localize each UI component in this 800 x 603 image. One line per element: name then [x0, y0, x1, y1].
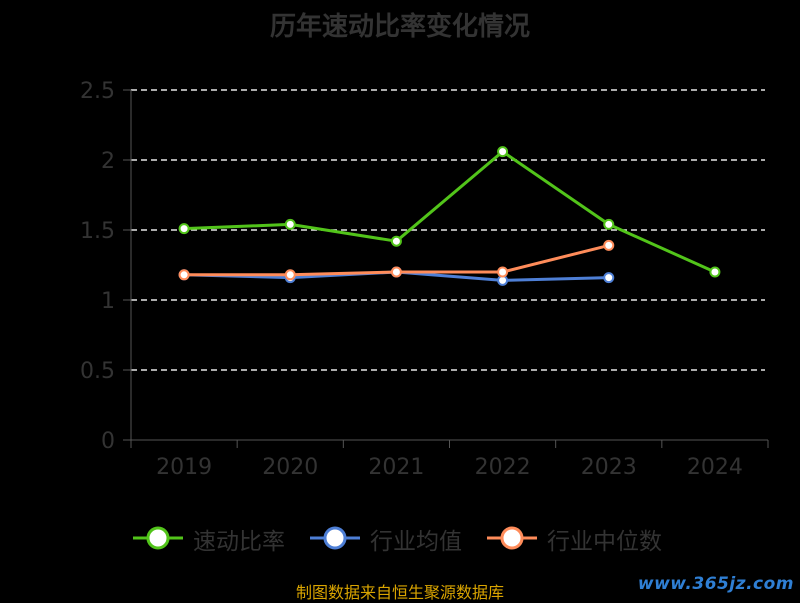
x-tick-label: 2019	[156, 455, 212, 480]
watermark: www.365jz.com	[637, 574, 794, 594]
legend-label-series-2: 行业均值	[370, 529, 462, 555]
x-tick-label: 2023	[581, 455, 637, 480]
y-tick-label: 2.5	[80, 79, 115, 104]
data-point-series-1	[390, 235, 402, 247]
data-point-series-3	[178, 269, 190, 281]
data-point-series-1	[603, 218, 615, 230]
x-tick-label: 2024	[687, 455, 743, 480]
legend: 速动比率 行业均值 行业中位数	[0, 520, 800, 556]
series-lines	[178, 146, 721, 286]
y-tick-label: 1	[101, 289, 115, 314]
x-tick-label: 2022	[475, 455, 531, 480]
data-point-series-3	[390, 266, 402, 278]
data-point-series-1	[284, 218, 296, 230]
data-point-series-1	[709, 266, 721, 278]
data-point-series-2	[603, 272, 615, 284]
data-point-series-3	[497, 266, 509, 278]
chart-title: 历年速动比率变化情况	[269, 12, 530, 42]
data-point-series-3	[284, 269, 296, 281]
y-tick-label: 1.5	[80, 219, 115, 244]
y-tick-label: 2	[101, 149, 115, 174]
grid-lines	[131, 89, 765, 371]
series-line-1	[182, 150, 717, 274]
y-tick-label: 0	[101, 429, 115, 454]
x-tick-label: 2020	[262, 455, 318, 480]
legend-marker-series-3	[487, 526, 537, 550]
axes: 0 0.5 1 1.5 2 2.5 2019 2020 2021 2022 2023 2024	[80, 79, 769, 480]
y-tick-label: 0.5	[80, 359, 115, 384]
data-point-series-1	[178, 223, 190, 235]
legend-label-series-3: 行业中位数	[547, 529, 662, 555]
x-tick-label: 2021	[368, 455, 424, 480]
legend-label-series-1: 速动比率	[193, 529, 285, 555]
data-source-note: 制图数据来自恒生聚源数据库	[295, 583, 504, 602]
data-point-series-1	[497, 146, 509, 158]
legend-marker-series-1	[133, 526, 183, 550]
legend-marker-series-2	[310, 526, 360, 550]
data-point-series-3	[603, 239, 615, 251]
